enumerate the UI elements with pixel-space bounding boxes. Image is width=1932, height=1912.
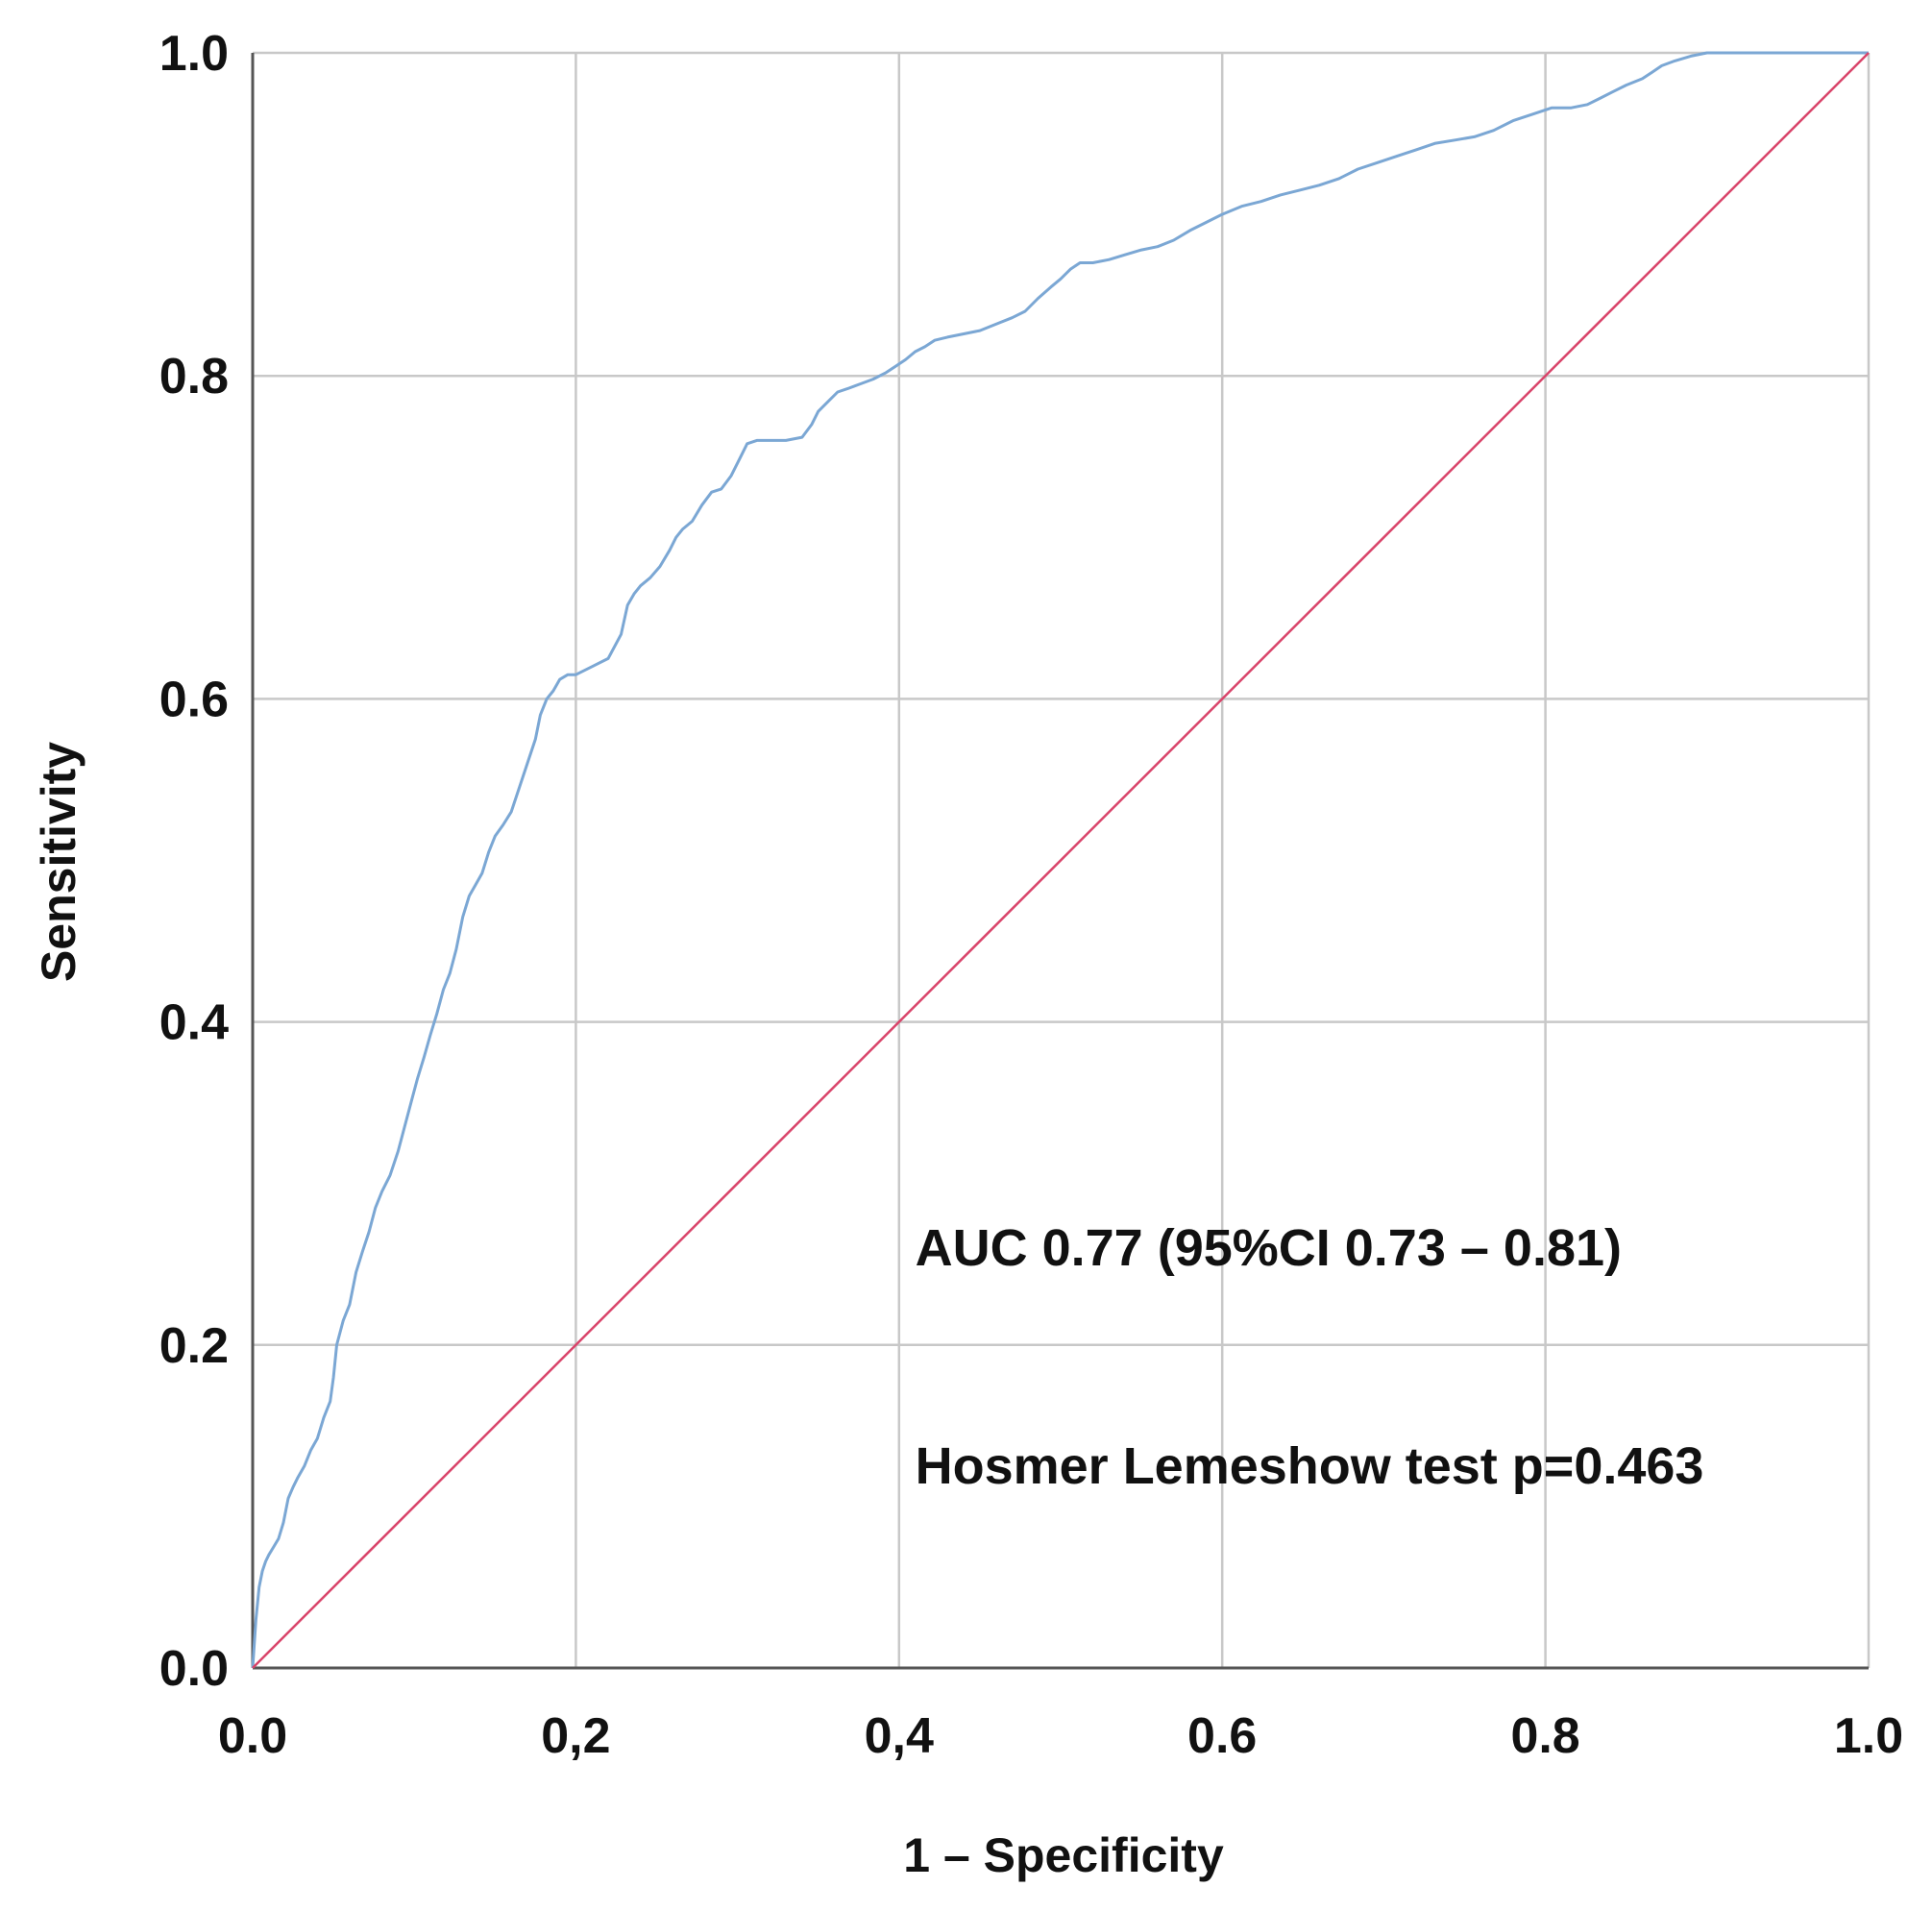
x-tick-label-3: 0.6 <box>1187 1708 1257 1764</box>
y-tick-label-1: 0.2 <box>159 1318 229 1374</box>
x-tick-label-2: 0,4 <box>865 1708 934 1764</box>
x-tick-label-1: 0,2 <box>541 1708 610 1764</box>
x-tick-labels: 0.0 0,2 0,4 0.6 0.8 1.0 <box>218 1708 1903 1764</box>
grid-lines <box>251 51 1871 1670</box>
y-tick-label-5: 1.0 <box>159 26 229 82</box>
series-lines <box>251 51 1870 1669</box>
y-axis-title: Sensitivity <box>32 742 86 982</box>
y-tick-label-2: 0.4 <box>159 995 229 1051</box>
auc-annotation: AUC 0.77 (95%CI 0.73 – 0.81) <box>916 1219 1622 1277</box>
x-tick-label-5: 1.0 <box>1834 1708 1903 1764</box>
axes <box>251 53 1869 1670</box>
x-tick-label-4: 0.8 <box>1510 1708 1579 1764</box>
x-axis-title: 1 – Specificity <box>903 1828 1224 1882</box>
x-tick-label-0: 0.0 <box>218 1708 287 1764</box>
roc-curve-line <box>251 51 1869 1669</box>
y-tick-label-3: 0.6 <box>159 672 229 727</box>
hosmer-lemeshow-annotation: Hosmer Lemeshow test p=0.463 <box>916 1437 1704 1495</box>
y-tick-label-0: 0.0 <box>159 1641 229 1697</box>
y-tick-labels: 0.0 0.2 0.4 0.6 0.8 1.0 <box>159 26 229 1697</box>
y-tick-label-4: 0.8 <box>159 349 229 404</box>
reference-diagonal-line <box>252 52 1870 1669</box>
